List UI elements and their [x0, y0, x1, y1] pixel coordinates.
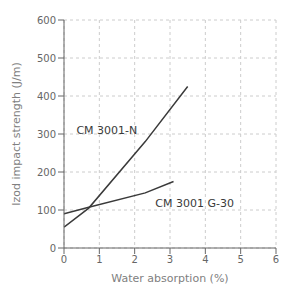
svg-text:1: 1: [96, 254, 102, 265]
svg-text:4: 4: [202, 254, 208, 265]
svg-text:100: 100: [37, 205, 56, 216]
svg-text:6: 6: [273, 254, 279, 265]
svg-text:2: 2: [131, 254, 137, 265]
svg-text:500: 500: [37, 53, 56, 64]
svg-text:3: 3: [167, 254, 173, 265]
svg-text:CM 3001 G-30: CM 3001 G-30: [155, 197, 234, 210]
svg-text:Water absorption (%): Water absorption (%): [111, 272, 228, 285]
svg-text:5: 5: [237, 254, 243, 265]
svg-text:200: 200: [37, 167, 56, 178]
svg-text:400: 400: [37, 91, 56, 102]
svg-text:0: 0: [61, 254, 67, 265]
svg-text:Izod impact strength (J/m): Izod impact strength (J/m): [10, 62, 23, 206]
svg-text:CM 3001-N: CM 3001-N: [76, 124, 137, 137]
svg-text:300: 300: [37, 129, 56, 140]
svg-text:600: 600: [37, 15, 56, 26]
svg-text:0: 0: [50, 243, 56, 254]
